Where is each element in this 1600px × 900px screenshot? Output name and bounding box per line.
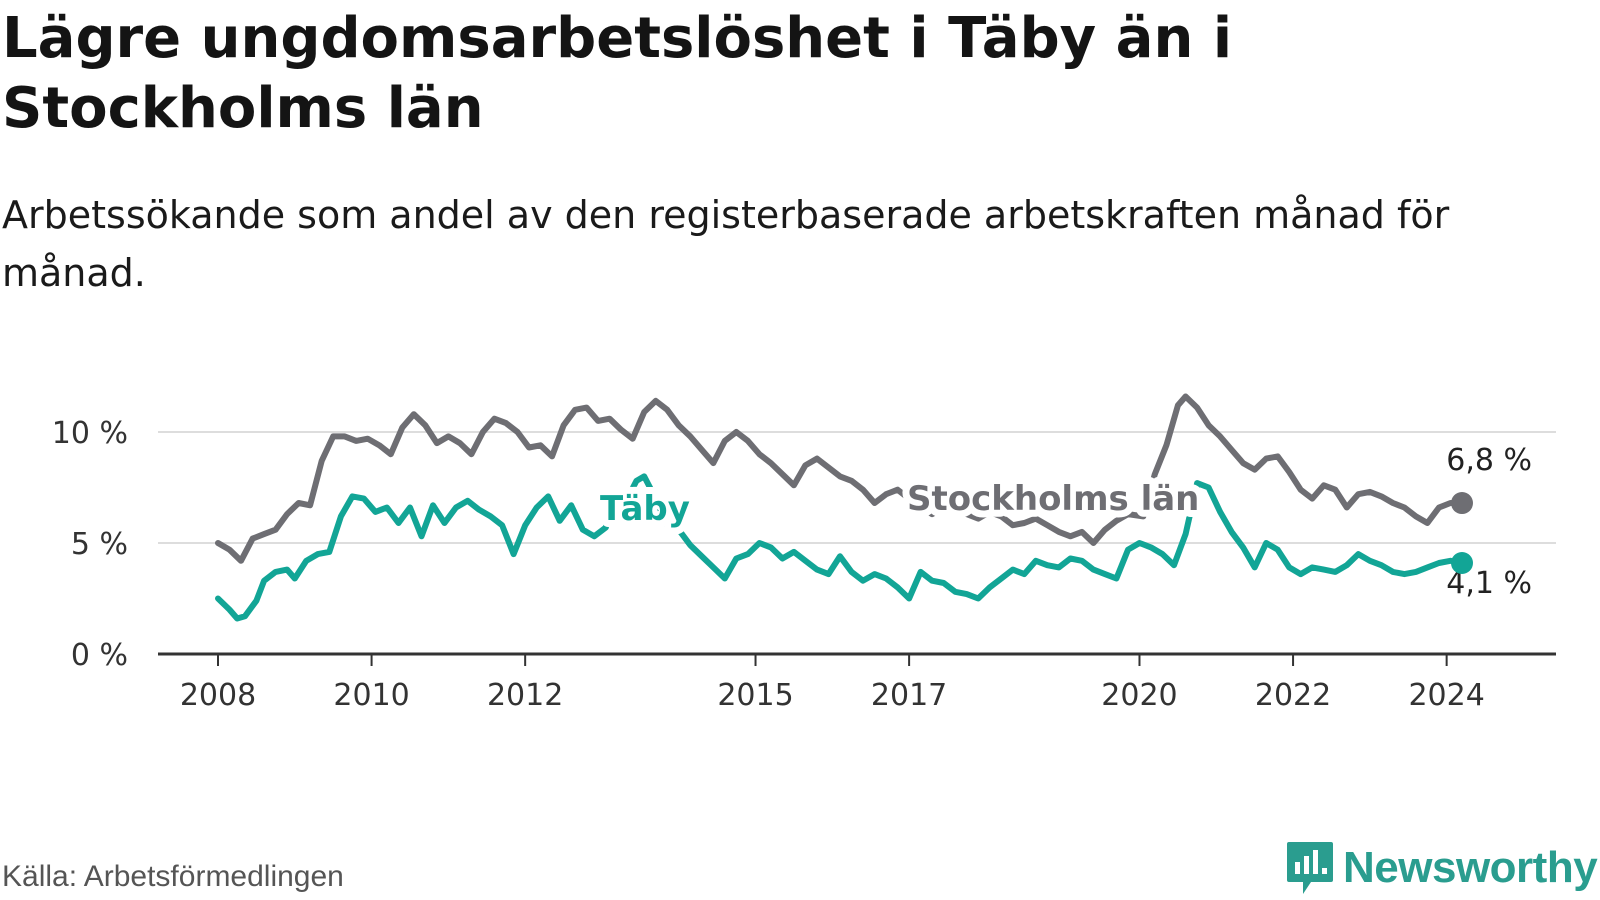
end-label-stockholm: 6,8 % [1446, 443, 1532, 478]
y-tick-labels: 0 % 5 % 10 % [52, 416, 128, 673]
newsworthy-logo-icon [1287, 842, 1333, 894]
x-tick-label: 2024 [1408, 678, 1484, 713]
x-tick-label: 2010 [333, 678, 409, 713]
x-ticks: 2008 2010 2012 2015 2017 2020 2022 2024 [180, 654, 1485, 713]
end-markers: 6,8 % 4,1 % [1442, 439, 1536, 605]
source-note: Källa: Arbetsförmedlingen [2, 860, 344, 893]
chart-subtitle: Arbetssökande som andel av den registerb… [2, 193, 1450, 295]
series-labels: Täby Stockholms län [593, 472, 1206, 536]
brand-logo[interactable]: Newsworthy [1285, 840, 1598, 896]
series-label-stockholm: Stockholms län [907, 479, 1199, 519]
series-lines [215, 393, 1465, 622]
y-tick-label: 0 % [71, 638, 128, 673]
x-tick-label: 2015 [717, 678, 793, 713]
chart-title: Lägre ungdomsarbetslöshet i Täby än i St… [2, 6, 1233, 141]
x-tick-label: 2017 [871, 678, 947, 713]
x-tick-label: 2008 [180, 678, 256, 713]
end-point-stockholm [1451, 492, 1473, 515]
end-point-taby [1451, 551, 1473, 574]
brand-name: Newsworthy [1343, 843, 1598, 892]
x-tick-label: 2012 [487, 678, 563, 713]
series-label-taby: Täby [600, 489, 690, 529]
series-line-stockholm [215, 393, 1465, 564]
y-tick-label: 5 % [71, 527, 128, 562]
x-tick-label: 2020 [1101, 678, 1177, 713]
line-chart: 0 %5 %10 % 2008 2010 2012 2015 2017 2020 2022 2… [52, 393, 1556, 713]
y-tick-label: 10 % [52, 416, 128, 451]
grid-lines [158, 431, 1556, 544]
series-line-taby [215, 473, 1465, 622]
x-tick-label: 2022 [1255, 678, 1331, 713]
